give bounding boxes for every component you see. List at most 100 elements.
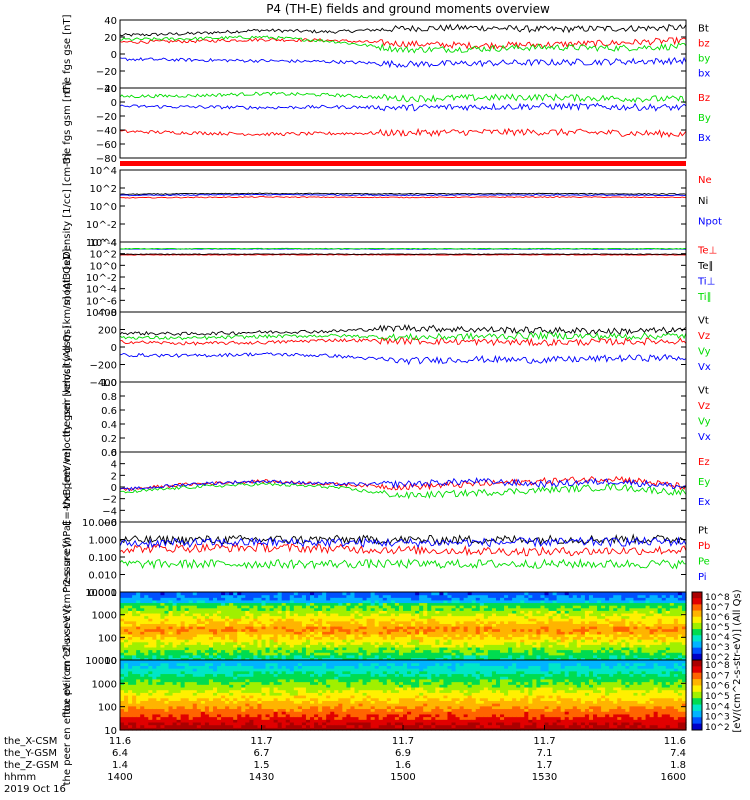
spectrogram-cell [601, 652, 606, 656]
spectrogram-cell [124, 719, 129, 723]
spectrogram-cell [394, 644, 400, 648]
spectrogram-cell [257, 649, 263, 653]
spectrogram-cell [382, 607, 388, 611]
spectrogram-cell [261, 618, 267, 622]
spectrogram-cell [524, 597, 529, 601]
spectrogram-cell [132, 649, 137, 653]
spectrogram-cell [192, 684, 198, 688]
spectrogram-cell [358, 602, 364, 606]
spectrogram-cell [196, 724, 202, 728]
spectrogram-cell [180, 636, 186, 640]
spectrogram-cell [297, 633, 303, 638]
spectrogram-cell [253, 618, 259, 622]
spectrogram-cell [257, 641, 263, 645]
spectrogram-cell [330, 646, 335, 651]
spectrogram-cell [524, 649, 529, 653]
spectrogram-cell [180, 703, 186, 707]
spectrogram-cell [148, 615, 153, 619]
spectrogram-cell [257, 684, 263, 688]
spectrogram-cell [233, 594, 238, 598]
spectrogram-cell [435, 652, 440, 656]
spectrogram-cell [544, 652, 550, 656]
spectrogram-cell [180, 681, 186, 685]
spectrogram-cell [285, 639, 291, 643]
spectrogram-cell [661, 594, 667, 598]
spectrogram-cell [548, 654, 554, 658]
spectrogram-cell [277, 660, 283, 664]
spectrogram-cell [229, 700, 234, 704]
spectrogram-cell [273, 716, 279, 720]
spectrogram-cell [471, 599, 477, 604]
spectrogram-cell [609, 602, 614, 606]
spectrogram-cell [200, 697, 206, 701]
spectrogram-cell [192, 695, 198, 699]
spectrogram-cell [483, 607, 489, 611]
spectrogram-cell [390, 644, 396, 648]
spectrogram-cell [176, 719, 182, 723]
spectrogram-cell [120, 689, 125, 693]
spectrogram-cell [415, 654, 420, 658]
spectrogram-cell [540, 594, 546, 598]
spectrogram-cell [544, 592, 550, 596]
spectrogram-cell [403, 607, 408, 611]
spectrogram-cell [168, 599, 174, 604]
spectrogram-cell [548, 644, 554, 648]
spectrogram-cell [176, 684, 182, 688]
spectrogram-cell [447, 623, 453, 627]
spectrogram-cell [358, 657, 364, 661]
spectrogram-cell [225, 668, 230, 672]
spectrogram-cell [148, 692, 153, 696]
spectrogram-cell [168, 711, 174, 715]
spectrogram-cell [289, 618, 295, 622]
spectrogram-cell [322, 618, 327, 622]
spectrogram-cell [584, 646, 590, 651]
spectrogram-cell [188, 716, 194, 720]
spectrogram-cell [293, 678, 299, 683]
spectrogram-cell [277, 649, 283, 653]
spectrogram-cell [398, 644, 404, 648]
spectrogram-cell [128, 662, 133, 666]
spectrogram-cell [394, 597, 400, 601]
spectrogram-cell [261, 662, 267, 666]
spectrogram-cell [249, 599, 255, 604]
spectrogram-cell [576, 633, 582, 638]
spectrogram-cell [516, 628, 521, 632]
spectrogram-cell [204, 703, 210, 707]
spectrogram-cell [528, 657, 533, 661]
spectrogram-cell [649, 649, 655, 653]
spectrogram-cell [225, 665, 230, 669]
spectrogram-cell [221, 652, 226, 656]
spectrogram-cell [152, 721, 157, 726]
spectrogram-cell [289, 719, 295, 723]
spectrogram-cell [451, 610, 457, 614]
spectrogram-cell [192, 716, 198, 720]
spectrogram-cell [257, 657, 263, 661]
spectrogram-cell [657, 605, 663, 609]
spectrogram-cell [528, 649, 533, 653]
spectrogram-cell [152, 602, 157, 606]
spectrogram-cell [168, 654, 174, 658]
spectrogram-cell [124, 646, 129, 651]
spectrogram-cell [475, 641, 481, 645]
spectrogram-cell [403, 623, 408, 627]
spectrogram-cell [277, 657, 283, 661]
spectrogram-cell [483, 641, 489, 645]
spectrogram-cell [152, 681, 157, 685]
spectrogram-cell [120, 657, 125, 661]
spectrogram-cell [212, 727, 218, 731]
spectrogram-cell [168, 594, 174, 598]
spectrogram-cell [411, 610, 416, 614]
spectrogram-cell [132, 695, 137, 699]
spectrogram-cell [229, 639, 234, 643]
spectrogram-cell [605, 602, 610, 606]
spectrogram-cell [273, 597, 279, 601]
spectrogram-cell [156, 639, 162, 643]
spectrogram-cell [419, 654, 424, 658]
spectrogram-cell [257, 633, 263, 638]
spectrogram-cell [132, 721, 137, 726]
spectrogram-cell [572, 623, 578, 627]
spectrogram-cell [140, 633, 145, 638]
spectrogram-cell [188, 602, 194, 606]
spectrogram-cell [310, 623, 315, 627]
spectrogram-cell [229, 681, 234, 685]
